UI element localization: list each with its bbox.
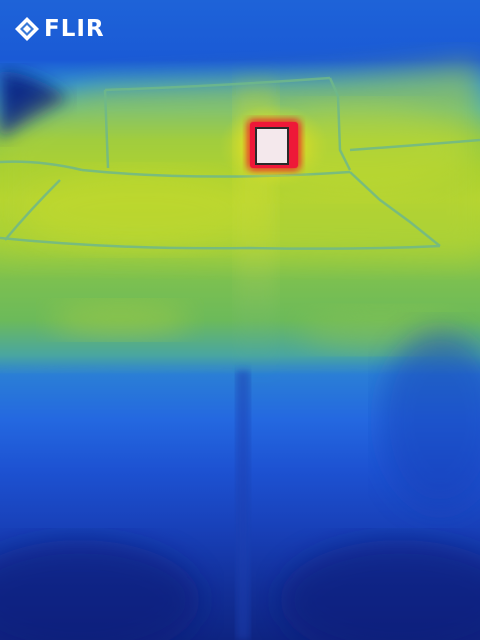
hot-object: [248, 120, 300, 170]
lower-seam: [236, 370, 250, 640]
cold-corner-region: [0, 70, 70, 140]
flir-diamond-logo-icon: [15, 17, 39, 41]
logo-text: FLIR: [44, 16, 105, 42]
cold-bottom-region: [0, 330, 480, 640]
flir-logo: FLIR: [14, 16, 105, 42]
